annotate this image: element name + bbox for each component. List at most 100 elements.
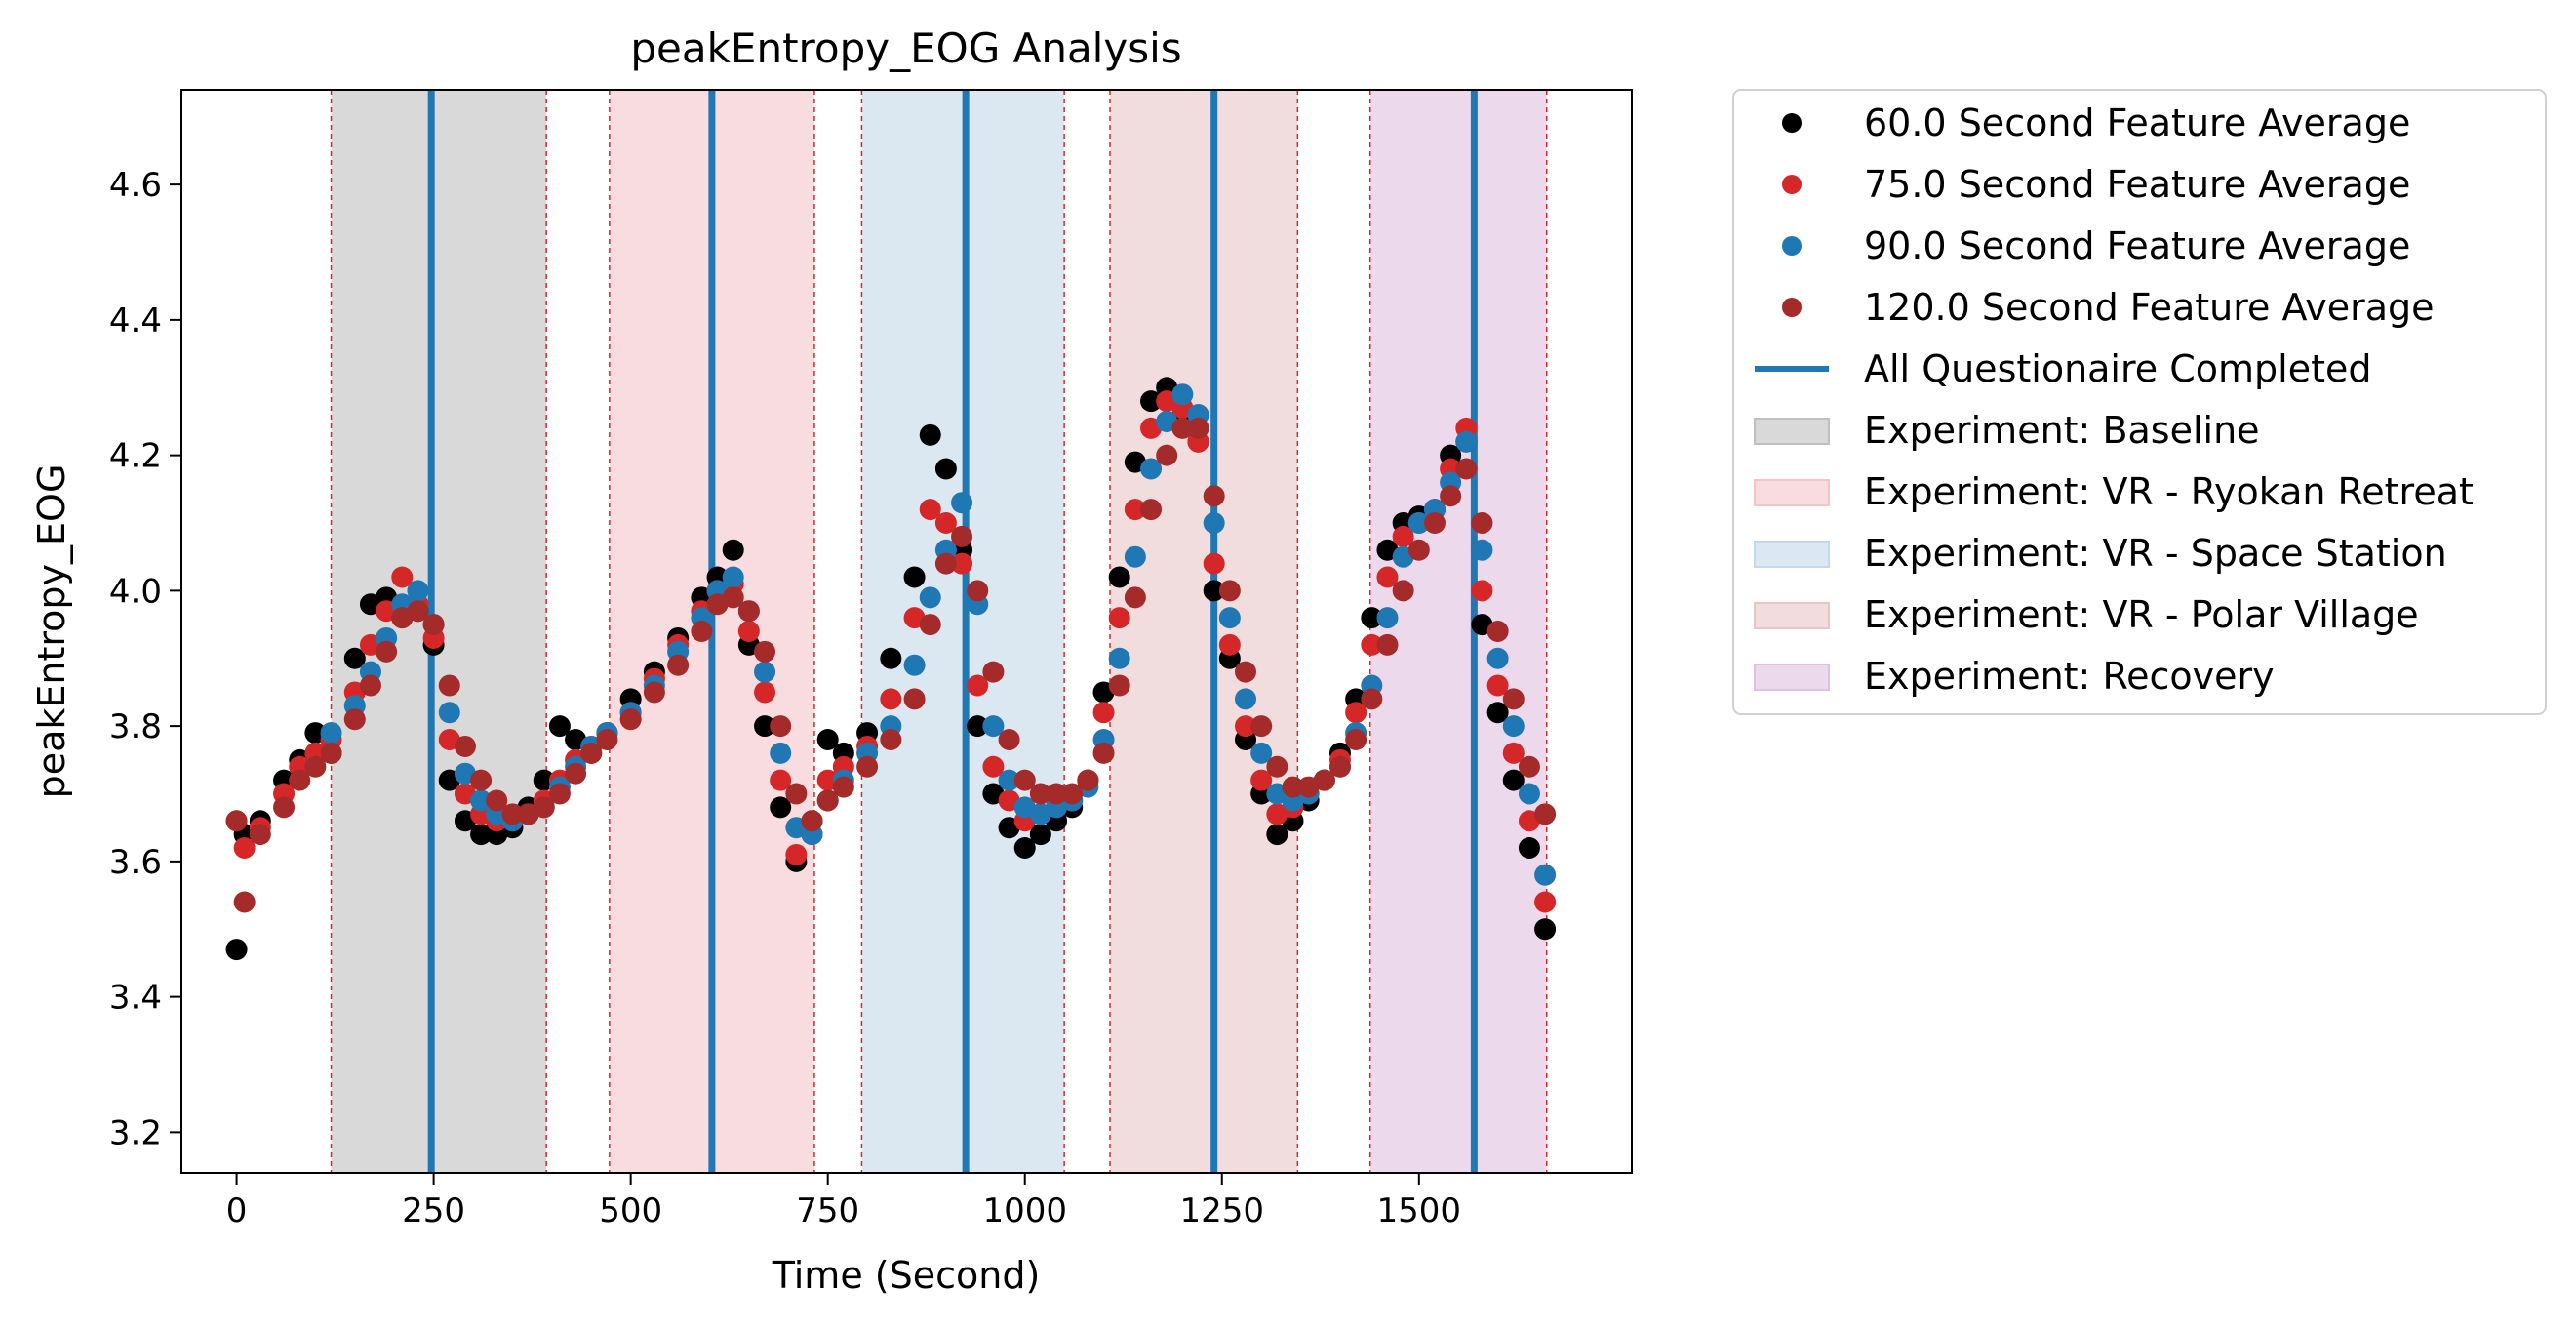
point-s4-70	[1392, 580, 1414, 602]
point-s4-16	[486, 789, 508, 812]
point-s4-24	[619, 708, 642, 731]
point-s4-20	[548, 783, 571, 805]
point-s4-11	[407, 600, 429, 623]
point-s1-20	[548, 715, 571, 738]
point-s1-0	[225, 939, 248, 961]
point-s4-77	[1502, 688, 1525, 710]
point-s2-44	[982, 755, 1005, 778]
y-axis-title: peakEntropy_EOG	[30, 464, 73, 799]
point-s2-41	[934, 512, 957, 534]
point-s4-65	[1313, 769, 1335, 791]
y-tick-label-3: 3.8	[109, 707, 162, 746]
point-s2-61	[1250, 769, 1273, 791]
point-s4-73	[1440, 485, 1462, 507]
point-s3-7	[438, 702, 460, 724]
point-s3-47	[1124, 545, 1146, 568]
point-s1-46	[1013, 837, 1036, 859]
point-s4-6	[320, 742, 342, 764]
point-s4-53	[1124, 586, 1146, 609]
plot-frame	[180, 89, 1633, 1174]
legend-label-8: Experiment: VR - Space Station	[1864, 532, 2447, 575]
point-s4-71	[1407, 539, 1430, 561]
point-s1-68	[1361, 607, 1383, 629]
point-s4-56	[1171, 417, 1194, 439]
point-s4-15	[470, 769, 493, 791]
point-s4-51	[1092, 742, 1115, 764]
point-s4-32	[770, 715, 792, 738]
point-s4-68	[1361, 688, 1383, 710]
point-s3-38	[982, 715, 1005, 738]
point-s4-52	[1108, 674, 1130, 697]
point-s1-39	[903, 566, 926, 588]
x-tick-label-2: 500	[599, 1191, 662, 1230]
point-s3-65	[1407, 512, 1430, 534]
legend-label-2: 75.0 Second Feature Average	[1864, 163, 2410, 206]
point-s2-77	[1502, 742, 1525, 764]
point-s4-1	[233, 891, 256, 913]
point-s4-76	[1486, 621, 1509, 642]
point-s1-58	[1203, 580, 1225, 602]
point-s3-71	[1502, 715, 1525, 738]
point-s4-26	[667, 654, 690, 676]
point-s1-47	[1029, 824, 1051, 846]
point-s3-72	[1518, 783, 1540, 805]
point-s4-46	[1013, 769, 1036, 791]
point-s2-30	[737, 621, 760, 642]
point-s3-33	[903, 654, 926, 676]
point-s4-61	[1250, 715, 1273, 738]
x-tick-label-3: 750	[796, 1191, 859, 1230]
point-s4-2	[249, 824, 271, 846]
point-s3-70	[1486, 647, 1509, 669]
x-axis: 0 250 500 750 1000 1250 1500	[226, 1173, 1461, 1230]
phase-bands	[331, 90, 1547, 1173]
point-s3-39	[998, 769, 1020, 791]
point-s1-35	[816, 729, 839, 750]
point-s1-31	[754, 715, 776, 738]
point-s4-29	[722, 586, 744, 609]
point-s1-38	[880, 647, 902, 669]
point-s1-77	[1502, 769, 1525, 791]
point-s4-0	[225, 810, 248, 832]
point-s3-34	[919, 586, 941, 609]
x-tick-label-5: 1250	[1179, 1191, 1264, 1230]
point-s4-47	[1029, 783, 1051, 805]
x-tick-label-0: 0	[226, 1191, 248, 1230]
point-s4-78	[1518, 755, 1540, 778]
point-s1-41	[934, 458, 957, 480]
legend-marker-1	[1782, 113, 1802, 133]
point-s4-38	[880, 729, 902, 750]
point-s1-79	[1534, 918, 1557, 941]
point-s2-60	[1235, 715, 1257, 738]
point-s2-40	[919, 499, 941, 521]
point-s2-75	[1471, 580, 1493, 602]
legend-label-7: Experiment: VR - Ryokan Retreat	[1864, 470, 2474, 513]
point-s4-31	[754, 640, 776, 663]
legend-marker-2	[1782, 175, 1802, 194]
point-s4-34	[801, 810, 823, 832]
legend: 60.0 Second Feature Average 75.0 Second F…	[1732, 89, 2547, 715]
point-s4-40	[919, 614, 941, 636]
point-s4-4	[289, 769, 311, 791]
point-s2-32	[770, 769, 792, 791]
point-s3-53	[1218, 607, 1241, 629]
y-axis: 3.2 3.4 3.6 3.8 4.0 4.2 4.4 4.6	[109, 166, 181, 1152]
point-s1-29	[722, 539, 744, 561]
point-s2-38	[880, 688, 902, 710]
point-s4-60	[1235, 661, 1257, 683]
point-s2-31	[754, 681, 776, 704]
point-s4-63	[1282, 776, 1304, 798]
point-s4-75	[1471, 512, 1493, 534]
point-s4-42	[951, 525, 973, 547]
point-s4-74	[1455, 458, 1478, 480]
y-tick-label-2: 3.6	[109, 843, 162, 882]
point-s3-5	[407, 580, 429, 602]
point-s2-53	[1124, 499, 1146, 521]
chart-title: peakEntropy_EOG Analysis	[630, 24, 1181, 72]
y-tick-label-1: 3.4	[109, 979, 162, 1018]
point-s4-41	[934, 552, 957, 575]
point-s3-69	[1471, 539, 1493, 561]
point-s2-59	[1218, 633, 1241, 656]
point-s2-68	[1361, 633, 1383, 656]
point-s2-76	[1486, 674, 1509, 697]
